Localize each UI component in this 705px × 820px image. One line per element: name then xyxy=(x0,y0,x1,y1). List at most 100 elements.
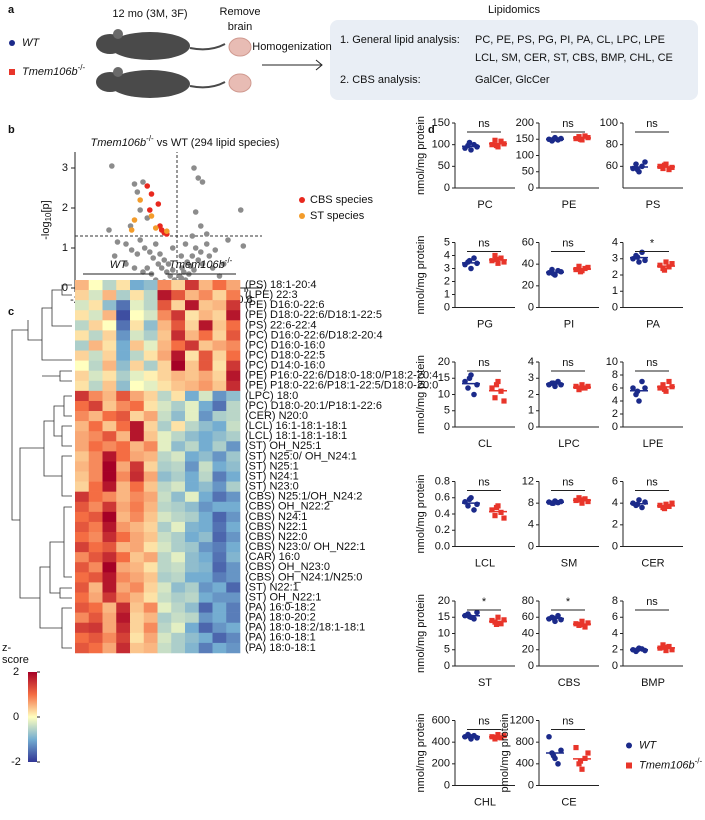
heatmap-cell xyxy=(102,481,117,492)
heatmap-cell xyxy=(88,532,103,543)
point xyxy=(634,166,641,173)
heatmap-cell xyxy=(130,411,145,422)
y-tick-label: 0 xyxy=(444,182,450,194)
heatmap-cell xyxy=(157,501,172,513)
y-tick-label: 0 xyxy=(612,540,618,552)
y-tick-label: 4 xyxy=(612,236,618,248)
y-tick-label: 4 xyxy=(528,519,534,531)
heatmap-cell xyxy=(157,521,172,533)
point xyxy=(465,503,471,509)
legend-label-name: Tmem106b xyxy=(22,66,78,78)
heatmap-cell xyxy=(88,501,103,513)
heatmap-cell xyxy=(143,602,158,613)
heatmap-cell xyxy=(116,360,131,372)
heatmap-cell xyxy=(75,471,90,482)
point xyxy=(577,136,584,142)
y-tick-label: 1 xyxy=(528,405,534,417)
point xyxy=(642,647,648,654)
heatmap-cell xyxy=(130,380,145,392)
point xyxy=(495,260,501,266)
heatmap-cell xyxy=(198,491,213,503)
heatmap-cell xyxy=(88,542,103,553)
heatmap-cell xyxy=(171,400,186,412)
y-axis-label: nmol/mg protein xyxy=(415,116,427,195)
row-label: (PC) D16:0-16:0 xyxy=(245,339,325,351)
point xyxy=(203,241,210,247)
heatmap-cell xyxy=(171,501,186,513)
point xyxy=(579,500,585,506)
heatmap-cell xyxy=(212,592,227,603)
heatmap-cell xyxy=(102,552,117,563)
heatmap-cell xyxy=(75,320,90,331)
heatmap-cell xyxy=(185,471,200,482)
heatmap-cell xyxy=(88,290,103,301)
heatmap-cell xyxy=(157,511,172,523)
heatmap-cell xyxy=(171,592,186,603)
panel-label: c xyxy=(8,306,14,318)
heatmap-cell xyxy=(226,360,241,372)
heatmap-cell xyxy=(130,632,145,644)
point xyxy=(466,375,473,382)
heatmap-cell xyxy=(116,350,131,361)
row-label: (CBS) N22:1 xyxy=(245,521,307,533)
y-axis-label: nmol/mg protein xyxy=(415,714,427,793)
point xyxy=(585,383,591,389)
heatmap-cell xyxy=(198,632,213,644)
heatmap-cell xyxy=(75,280,90,291)
heatmap-cell xyxy=(212,552,227,563)
heatmap-cell xyxy=(157,431,172,442)
heatmap-cell xyxy=(226,501,241,513)
heatmap-cell xyxy=(130,340,145,351)
point xyxy=(493,142,500,149)
heatmap-cell xyxy=(198,350,213,361)
point xyxy=(498,138,504,144)
point xyxy=(155,261,162,267)
heatmap-cell xyxy=(157,592,172,603)
point xyxy=(493,382,500,388)
heatmap-cell xyxy=(212,532,227,543)
y-tick-label: 0 xyxy=(528,779,534,791)
point xyxy=(123,261,129,267)
legend-label-name: WT xyxy=(639,739,657,751)
y-tick-label: 0 xyxy=(444,779,450,791)
heatmap-cell xyxy=(171,360,186,372)
y-tick-label: 60 xyxy=(522,611,534,623)
point xyxy=(585,620,591,626)
y-tick-label: 100 xyxy=(600,117,618,129)
y-tick-label: 1 xyxy=(612,285,618,297)
point xyxy=(468,147,474,153)
heatmap-cell xyxy=(171,532,186,543)
point xyxy=(577,758,584,764)
heatmap-cell xyxy=(130,290,145,301)
point xyxy=(195,257,202,263)
heatmap-cell xyxy=(226,421,241,432)
significance-label: ns xyxy=(478,118,490,130)
point xyxy=(498,509,504,515)
x-axis-label: ST xyxy=(478,677,492,689)
point xyxy=(144,215,151,221)
heatmap-cell xyxy=(171,370,186,382)
row-label: (PS) 18:1-20:4 xyxy=(245,279,317,291)
point xyxy=(131,181,138,187)
y-tick-label: 400 xyxy=(432,736,450,748)
y-tick-label: 12 xyxy=(522,475,534,487)
heatmap-cell xyxy=(226,481,241,492)
heatmap-cell xyxy=(88,320,103,331)
row-label: (LPC) 18:0 xyxy=(245,390,298,402)
heatmap-cell xyxy=(102,491,117,503)
row-label: (PC) D18:0-20:1/P18:1-22:6 xyxy=(245,400,382,412)
heatmap-cell xyxy=(75,532,90,543)
heatmap-cell xyxy=(130,562,145,573)
heatmap-cell xyxy=(143,511,158,523)
point xyxy=(471,255,477,261)
heatmap-cell xyxy=(130,532,145,543)
y-tick-label: 0.4 xyxy=(435,508,450,520)
point xyxy=(549,266,555,273)
significance-label: ns xyxy=(478,237,490,249)
y-tick-label: 0 xyxy=(612,660,618,672)
point xyxy=(498,735,504,741)
legend-label-sup: -/- xyxy=(78,63,86,72)
point xyxy=(493,504,500,511)
heatmap-cell xyxy=(102,431,117,442)
y-tick-label: 5 xyxy=(444,236,450,248)
